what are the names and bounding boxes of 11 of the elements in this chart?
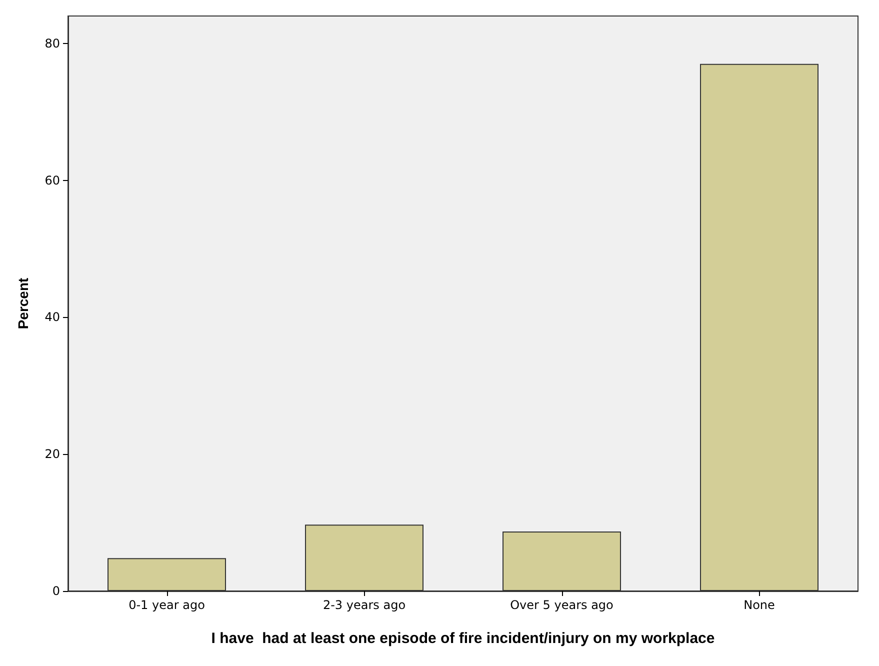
x-tick-label: None xyxy=(744,598,775,612)
y-tick-label: 40 xyxy=(44,310,60,324)
x-tick-label: Over 5 years ago xyxy=(510,598,614,612)
x-axis-title: I have had at least one episode of fire incident/injury on my workplace xyxy=(211,630,715,647)
y-tick-label: 80 xyxy=(44,36,60,50)
x-tick-label: 0-1 year ago xyxy=(128,598,205,612)
y-tick-label: 0 xyxy=(52,584,60,598)
y-tick-label: 60 xyxy=(44,173,60,188)
y-axis-title: Percent xyxy=(15,277,31,330)
x-tick-label: 2-3 years ago xyxy=(322,598,406,612)
y-tick-label: 20 xyxy=(44,447,60,462)
